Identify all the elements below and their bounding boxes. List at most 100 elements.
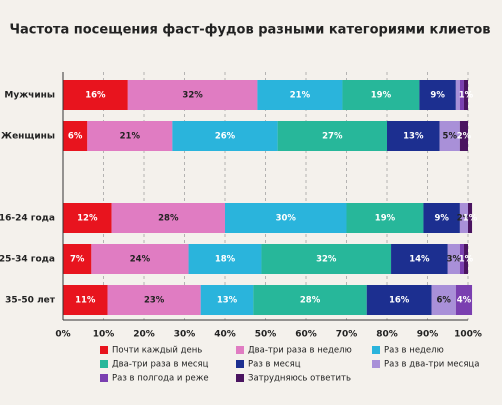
data-label: 2% (457, 214, 472, 224)
bar-segment (63, 203, 112, 233)
bar-segment (277, 121, 387, 151)
bar-segment (107, 285, 201, 315)
legend-label: Раз в полгода и реже (112, 374, 209, 384)
legend-swatch (236, 346, 244, 354)
legend-label: Почти каждый день (112, 346, 202, 356)
bar-segment (342, 80, 420, 110)
bar-segment (225, 203, 347, 233)
legend-swatch (372, 360, 380, 368)
data-label: 16% (85, 91, 106, 101)
data-label: 5% (443, 132, 458, 142)
data-label: 3% (447, 255, 462, 265)
bar-segment (63, 285, 108, 315)
bar-segment (63, 244, 92, 274)
x-tick-label: 70% (336, 330, 358, 340)
bar-segment (346, 203, 424, 233)
bar-segment (188, 244, 262, 274)
data-label: 13% (217, 296, 238, 306)
legend-swatch (236, 374, 244, 382)
data-label: 30% (276, 214, 297, 224)
bar-segment (455, 80, 460, 110)
data-label: 21% (290, 91, 311, 101)
data-label: 14% (409, 255, 430, 265)
bar-segment (172, 121, 278, 151)
data-label: 6% (436, 296, 451, 306)
bar-segment (111, 203, 225, 233)
data-label: 28% (300, 296, 321, 306)
legend-swatch (372, 346, 380, 354)
y-tick-label: Мужчины (4, 91, 55, 101)
data-label: 4% (457, 296, 472, 306)
bar-segment (391, 244, 448, 274)
y-tick-label: 35-50 лет (5, 296, 56, 306)
bar-segment (439, 121, 460, 151)
bar-segment (387, 121, 440, 151)
data-label: 9% (434, 214, 449, 224)
data-label: 1% (463, 214, 478, 224)
legend-label: Два-три раза в месяц (112, 360, 209, 370)
x-tick-label: 0% (55, 330, 70, 340)
data-label: 9% (430, 91, 445, 101)
legend-swatch (236, 360, 244, 368)
legend-label: Два-три раза в неделю (248, 346, 352, 356)
bar-segment (366, 285, 432, 315)
bar-segment (463, 244, 468, 274)
bar-segment (459, 80, 464, 110)
data-label: 19% (375, 214, 396, 224)
legend-label: Раз в месяц (248, 360, 301, 370)
bar-segment (423, 203, 460, 233)
data-label: 21% (120, 132, 141, 142)
bar-segment (200, 285, 254, 315)
bar-segment (87, 121, 173, 151)
bar-segment (455, 285, 473, 315)
x-tick-label: 40% (214, 330, 236, 340)
data-label: 32% (182, 91, 203, 101)
data-label: 26% (215, 132, 236, 142)
legend-swatch (100, 360, 108, 368)
legend-label: Раз в два-три месяца (384, 360, 479, 370)
x-tick-label: 80% (376, 330, 398, 340)
x-tick-label: 20% (133, 330, 155, 340)
bar-segment (419, 80, 456, 110)
x-tick-label: 50% (255, 330, 277, 340)
data-label: 7% (70, 255, 85, 265)
bar-segment (459, 203, 468, 233)
data-label: 1% (459, 255, 474, 265)
data-label: 24% (130, 255, 151, 265)
data-label: 1% (459, 91, 474, 101)
data-label: 11% (75, 296, 96, 306)
data-label: 23% (144, 296, 165, 306)
data-label: 13% (403, 132, 424, 142)
bar-segment (463, 80, 468, 110)
data-label: 2% (457, 132, 472, 142)
x-tick-label: 10% (93, 330, 115, 340)
bar-segment (431, 285, 456, 315)
bar-segment (459, 121, 468, 151)
data-label: 18% (215, 255, 236, 265)
x-tick-label: 30% (174, 330, 196, 340)
bar-segment (253, 285, 367, 315)
y-tick-label: 16-24 года (0, 214, 55, 224)
bar-segment (261, 244, 392, 274)
x-tick-label: 100% (454, 330, 482, 340)
bar-segment (91, 244, 189, 274)
bar-segment (257, 80, 343, 110)
legend-label: Затрудняюсь ответить (248, 374, 351, 384)
y-tick-label: 25-34 года (0, 255, 55, 265)
bar-segment (447, 244, 460, 274)
bar-segment (459, 244, 464, 274)
data-label: 6% (68, 132, 83, 142)
chart-title: Частота посещения фаст-фудов разными кат… (9, 23, 490, 38)
bar-segment (468, 203, 473, 233)
legend-label: Раз в неделю (384, 346, 444, 356)
bar-segment (63, 80, 128, 110)
x-tick-label: 90% (417, 330, 439, 340)
bar-segment (127, 80, 258, 110)
data-label: 27% (322, 132, 343, 142)
data-label: 19% (371, 91, 392, 101)
data-label: 32% (316, 255, 337, 265)
data-label: 12% (77, 214, 98, 224)
legend-swatch (100, 346, 108, 354)
data-label: 28% (158, 214, 179, 224)
